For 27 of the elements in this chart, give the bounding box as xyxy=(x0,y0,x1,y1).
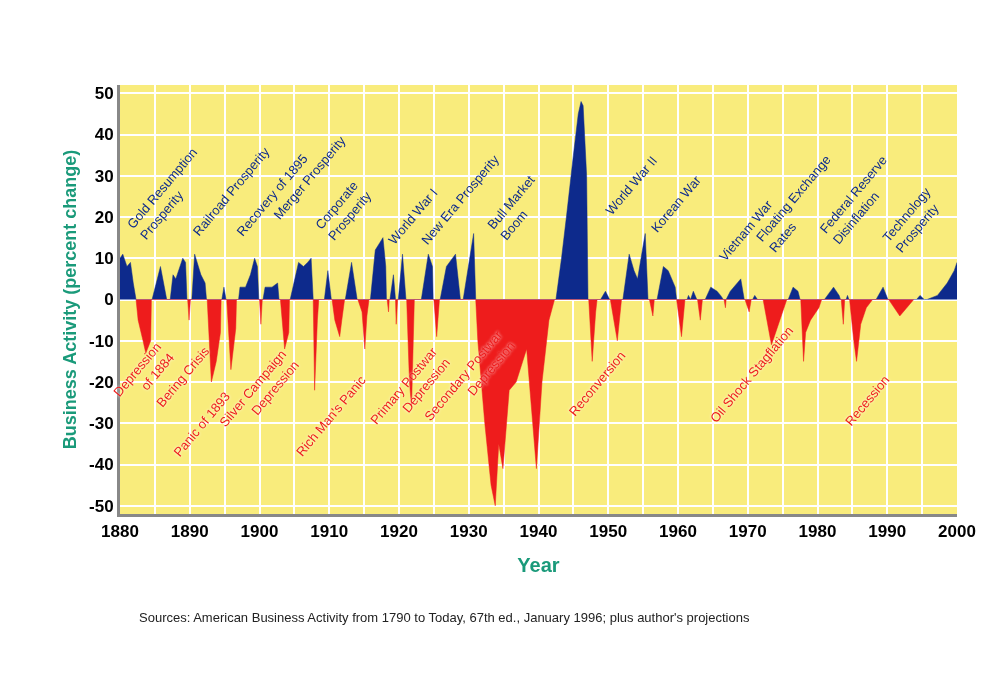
x-tick-label: 1910 xyxy=(310,522,349,542)
x-tick-label: 1960 xyxy=(659,522,697,542)
x-tick-label: 1970 xyxy=(728,522,767,542)
y-tick-label: 0 xyxy=(104,290,114,310)
x-tick-label: 2000 xyxy=(938,522,976,542)
x-tick-label: 1990 xyxy=(868,522,907,542)
y-tick-label: 30 xyxy=(94,166,114,186)
x-tick-label: 1920 xyxy=(380,522,418,542)
y-tick-label: 50 xyxy=(94,84,114,104)
y-tick-label: -30 xyxy=(89,414,114,434)
x-tick-label: 1950 xyxy=(589,522,628,542)
y-tick-label: -10 xyxy=(89,331,114,351)
y-tick-label: 20 xyxy=(94,207,114,227)
x-tick-label: 1900 xyxy=(240,522,279,542)
x-axis-title: Year xyxy=(517,553,560,576)
y-tick-label: 10 xyxy=(94,249,114,269)
y-tick-label: -50 xyxy=(89,496,114,516)
x-tick-label: 1930 xyxy=(449,522,488,542)
y-tick-label: -40 xyxy=(89,455,114,475)
y-axis-title: Business Activity (percent change) xyxy=(60,149,81,450)
source-note: Sources: American Business Activity from 1790 to Today, 67th ed., January 1996; plus author's projections xyxy=(139,610,750,625)
y-tick-label: 40 xyxy=(94,125,114,145)
x-tick-label: 1890 xyxy=(170,522,209,542)
x-tick-label: 1880 xyxy=(101,522,139,542)
x-tick-label: 1940 xyxy=(519,522,558,542)
x-tick-label: 1980 xyxy=(798,522,837,542)
y-tick-label: -20 xyxy=(89,372,114,392)
